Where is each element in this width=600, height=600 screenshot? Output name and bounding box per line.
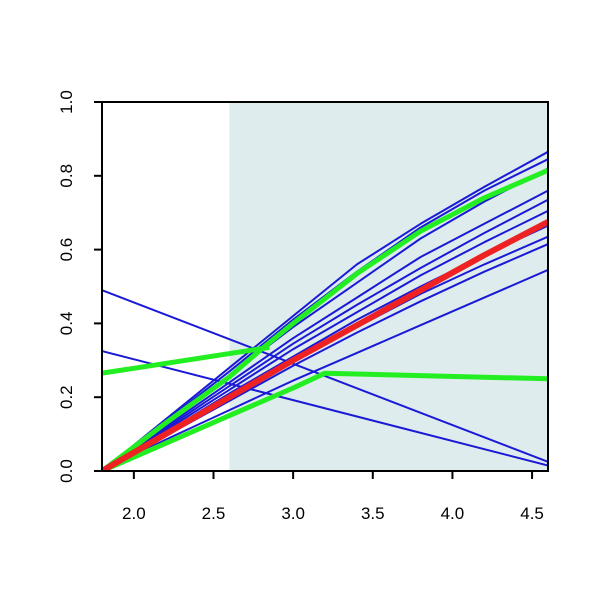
series-line-14: [102, 370, 548, 471]
series-line-12: [102, 350, 548, 467]
series-layer: [102, 150, 548, 471]
y-tick-label: 0.2: [57, 385, 76, 409]
x-tick-label: 4.0: [441, 504, 465, 523]
series-line-6: [102, 210, 548, 471]
series-line-10: [102, 268, 548, 471]
y-tick-label: 0.6: [57, 238, 76, 262]
x-tick-label: 3.5: [361, 504, 385, 523]
x-tick-label: 2.0: [122, 504, 146, 523]
x-tick-label: 2.5: [202, 504, 226, 523]
y-tick-label: 0.0: [57, 459, 76, 483]
series-line-5: [102, 198, 548, 471]
series-line-11: [102, 289, 548, 463]
x-tick-label: 3.0: [281, 504, 305, 523]
series-line-4: [102, 189, 548, 471]
series-line-16: [102, 219, 548, 471]
axes-layer: 2.0 2.5 3.0 3.5 4.0 4.5 0.0 0.2 0.4 0.6 0.8 1.0: [57, 90, 549, 523]
series-line-15: [102, 344, 270, 376]
y-tick-label: 0.8: [57, 164, 76, 188]
y-tick-label: 1.0: [57, 90, 76, 114]
series-line-1: [102, 150, 548, 471]
series-line-13: [102, 168, 548, 471]
y-tick-label: 0.4: [57, 312, 76, 336]
x-tick-label: 4.5: [520, 504, 544, 523]
